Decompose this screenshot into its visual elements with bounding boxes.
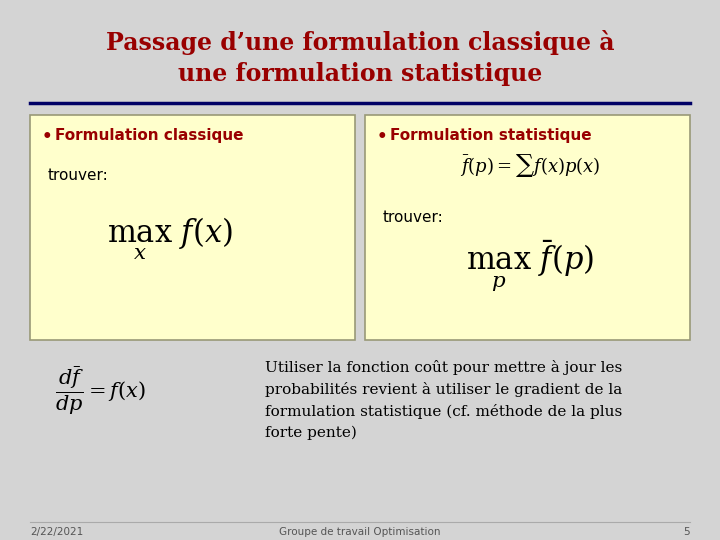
Text: probabilités revient à utiliser le gradient de la: probabilités revient à utiliser le gradi… bbox=[265, 382, 622, 397]
Text: $\bar{f}(p) = \sum f(x)p(x)$: $\bar{f}(p) = \sum f(x)p(x)$ bbox=[459, 152, 600, 179]
Text: •: • bbox=[42, 128, 53, 146]
Text: forte pente): forte pente) bbox=[265, 426, 357, 441]
Text: Formulation statistique: Formulation statistique bbox=[390, 128, 592, 143]
Text: $\underset{x}{\max}\ f(x)$: $\underset{x}{\max}\ f(x)$ bbox=[107, 215, 233, 261]
Text: Groupe de travail Optimisation: Groupe de travail Optimisation bbox=[279, 527, 441, 537]
Text: $\underset{p}{\max}\ \bar{f}(p)$: $\underset{p}{\max}\ \bar{f}(p)$ bbox=[466, 238, 594, 293]
Text: une formulation statistique: une formulation statistique bbox=[178, 62, 542, 86]
Text: trouver:: trouver: bbox=[48, 168, 109, 183]
FancyBboxPatch shape bbox=[30, 115, 355, 340]
Text: formulation statistique (cf. méthode de la plus: formulation statistique (cf. méthode de … bbox=[265, 404, 622, 419]
Text: Formulation classique: Formulation classique bbox=[55, 128, 243, 143]
Text: trouver:: trouver: bbox=[383, 210, 444, 225]
Text: Utiliser la fonction coût pour mettre à jour les: Utiliser la fonction coût pour mettre à … bbox=[265, 360, 622, 375]
Text: 2/22/2021: 2/22/2021 bbox=[30, 527, 84, 537]
FancyBboxPatch shape bbox=[365, 115, 690, 340]
Text: $\dfrac{d\bar{f}}{dp} = f(x)$: $\dfrac{d\bar{f}}{dp} = f(x)$ bbox=[55, 365, 145, 417]
Text: •: • bbox=[377, 128, 387, 146]
Text: 5: 5 bbox=[683, 527, 690, 537]
Text: Passage d’une formulation classique à: Passage d’une formulation classique à bbox=[106, 30, 614, 55]
